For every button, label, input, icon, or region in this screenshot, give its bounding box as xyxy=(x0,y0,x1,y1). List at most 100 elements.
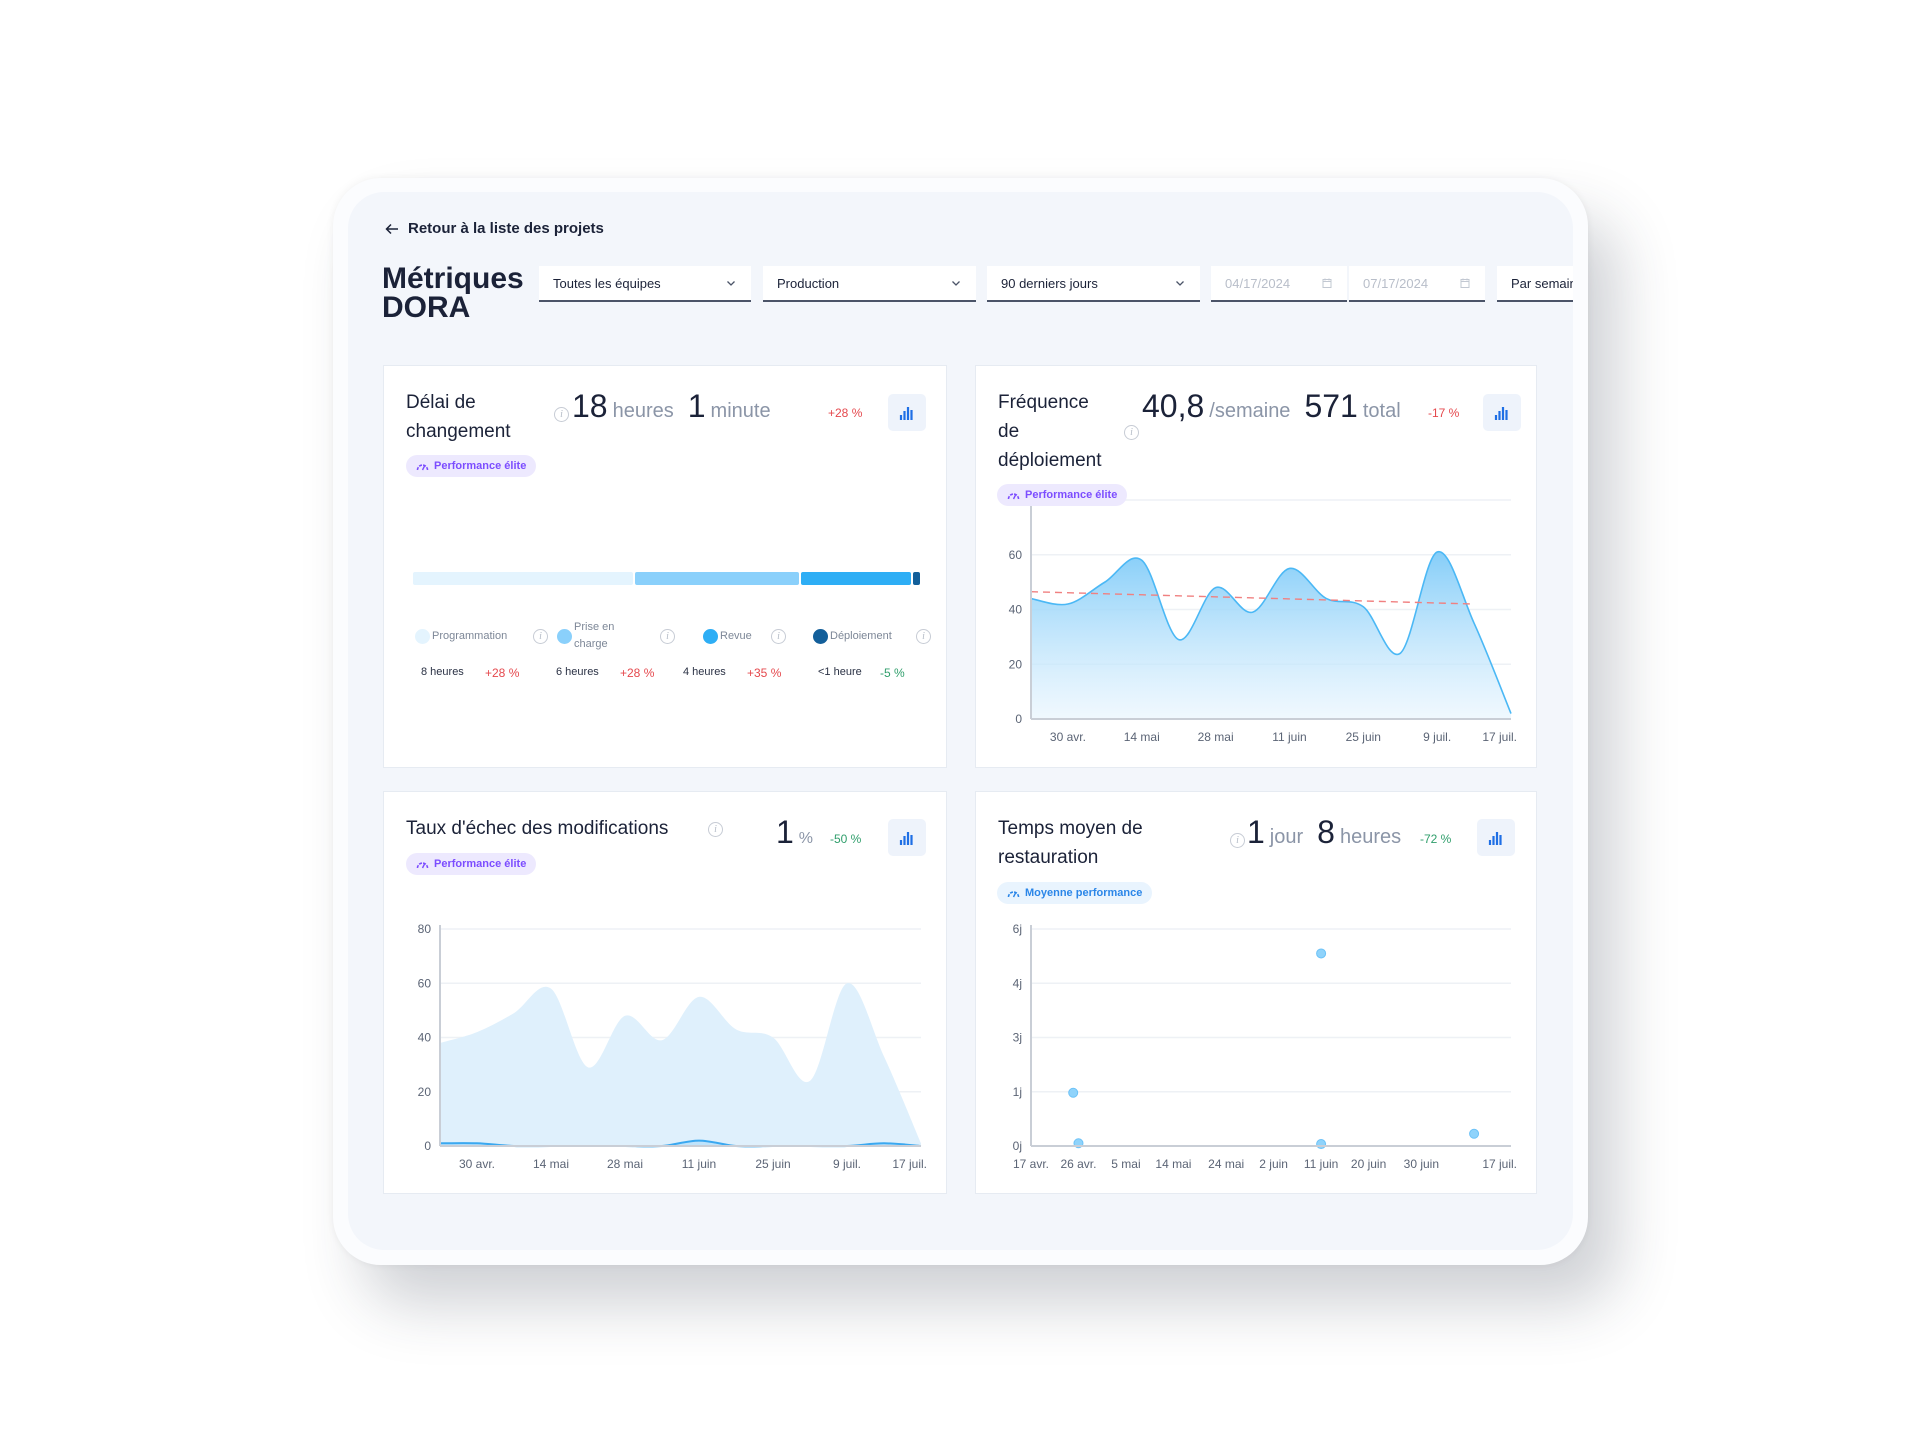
stage-segment-0 xyxy=(413,572,633,585)
x-tick-label: 5 mai xyxy=(1111,1157,1140,1171)
gauge-icon xyxy=(1007,492,1020,499)
card-title: Taux d'échec des modifications xyxy=(406,818,669,839)
data-point xyxy=(1073,1138,1084,1149)
x-tick-label: 28 mai xyxy=(1198,730,1234,744)
stage-change: +35 % xyxy=(747,666,782,680)
value-hours: 8 xyxy=(1317,814,1335,850)
x-tick-label: 24 mai xyxy=(1208,1157,1244,1171)
trend-line xyxy=(1030,591,1475,605)
stage-duration: 6 heures xyxy=(556,666,599,678)
x-tick-label: 9 juil. xyxy=(1423,730,1451,744)
y-tick-label: 3j xyxy=(1013,1031,1022,1045)
unit-hours: heures xyxy=(1339,826,1402,848)
badge-label: Performance élite xyxy=(1025,489,1118,501)
value-days: 1 xyxy=(1247,814,1265,850)
chart-view-button[interactable] xyxy=(888,819,926,856)
info-icon[interactable]: i xyxy=(660,629,675,644)
legend-dot xyxy=(415,629,430,644)
x-tick-label: 2 juin xyxy=(1259,1157,1288,1171)
card-title: Temps moyen de restauration xyxy=(998,818,1143,868)
x-tick-label: 17 juil. xyxy=(892,1157,927,1171)
series-area xyxy=(440,983,921,1146)
bar-chart-icon xyxy=(899,406,913,420)
data-point xyxy=(1469,1128,1480,1139)
bar-chart-icon xyxy=(1494,406,1508,420)
x-tick-label: 11 juin xyxy=(1272,730,1306,744)
x-tick-label: 30 avr. xyxy=(1050,730,1086,744)
legend-dot xyxy=(703,629,718,644)
performance-badge: Moyenne performance xyxy=(997,882,1153,904)
performance-badge: Performance élite xyxy=(997,484,1128,506)
chart-view-button[interactable] xyxy=(888,394,926,431)
unit-total: total xyxy=(1362,400,1401,422)
calendar-icon xyxy=(1322,278,1332,288)
performance-badge: Performance élite xyxy=(406,455,537,477)
granularity-select-value: Par semaine xyxy=(1511,275,1573,291)
environment-select[interactable]: Production xyxy=(763,266,976,302)
data-point xyxy=(1316,1139,1327,1150)
legend-dot xyxy=(557,629,572,644)
x-tick-label: 17 juil. xyxy=(1482,1157,1517,1171)
failure-rate-card: Taux d'échec des modifications i Perform… xyxy=(383,791,947,1194)
card-title: Délai de changement xyxy=(406,392,511,442)
end-date-value: 07/17/2024 xyxy=(1363,275,1429,291)
gauge-icon xyxy=(1007,890,1020,897)
value-percent: 1 xyxy=(776,814,794,850)
x-tick-label: 30 avr. xyxy=(459,1157,495,1171)
team-select[interactable]: Toutes les équipes xyxy=(539,266,751,302)
environment-select-value: Production xyxy=(777,275,840,291)
y-tick-label: 6j xyxy=(1013,922,1022,936)
bar-chart-icon xyxy=(899,831,913,845)
info-icon[interactable]: i xyxy=(554,407,569,422)
x-tick-label: 20 juin xyxy=(1351,1157,1386,1171)
badge-label: Performance élite xyxy=(434,460,527,472)
stage-segment-2 xyxy=(801,572,912,585)
page-title: Métriques DORA xyxy=(382,262,524,324)
stage-duration: 4 heures xyxy=(683,666,726,678)
chart-view-button[interactable] xyxy=(1477,819,1515,856)
change-badge: -50 % xyxy=(830,832,862,846)
start-date-input[interactable]: 04/17/2024 xyxy=(1211,266,1347,302)
y-tick-label: 40 xyxy=(1009,603,1023,617)
arrow-left-icon xyxy=(385,223,398,234)
deploy-frequency-value: 40,8/semaine 571 total xyxy=(1142,388,1415,425)
unit-hours: heures xyxy=(612,400,674,422)
calendar-icon xyxy=(1460,278,1470,288)
info-icon[interactable]: i xyxy=(1230,833,1245,848)
gauge-icon xyxy=(416,463,429,470)
data-point xyxy=(1068,1087,1079,1098)
gauge-icon xyxy=(416,861,429,868)
info-icon[interactable]: i xyxy=(771,629,786,644)
restore-time-value: i 1 jour 8 heures xyxy=(1230,814,1415,851)
stage-change: +28 % xyxy=(485,666,520,680)
unit-minutes: minute xyxy=(710,400,771,422)
y-tick-label: 1j xyxy=(1013,1085,1022,1099)
series-line xyxy=(439,1139,922,1148)
info-icon[interactable]: i xyxy=(708,822,723,837)
y-tick-label: 0j xyxy=(1013,1139,1022,1153)
info-icon[interactable]: i xyxy=(1124,425,1139,440)
x-tick-label: 14 mai xyxy=(1124,730,1160,744)
info-icon[interactable]: i xyxy=(916,629,931,644)
tablet-frame: Retour à la liste des projets Métriques … xyxy=(333,178,1588,1265)
stage-segment-1 xyxy=(634,572,800,585)
y-tick-label: 0 xyxy=(1015,712,1022,726)
info-icon[interactable]: i xyxy=(533,629,548,644)
granularity-select[interactable]: Par semaine xyxy=(1497,266,1573,302)
back-to-projects-link[interactable]: Retour à la liste des projets xyxy=(384,220,604,237)
x-tick-label: 11 juin xyxy=(682,1157,716,1171)
unit-percent: % xyxy=(798,830,814,847)
team-select-value: Toutes les équipes xyxy=(553,275,661,291)
x-tick-label: 14 mai xyxy=(533,1157,569,1171)
start-date-value: 04/17/2024 xyxy=(1225,275,1291,291)
failure-rate-value: 1% xyxy=(776,814,827,851)
chevron-down-icon xyxy=(727,281,735,286)
x-tick-label: 9 juil. xyxy=(833,1157,861,1171)
end-date-input[interactable]: 07/17/2024 xyxy=(1349,266,1485,302)
legend-label: Prise en charge xyxy=(574,621,615,650)
period-select[interactable]: 90 derniers jours xyxy=(987,266,1200,302)
chart-view-button[interactable] xyxy=(1483,394,1521,431)
x-tick-label: 26 avr. xyxy=(1060,1157,1096,1171)
y-tick-label: 0 xyxy=(424,1139,431,1153)
unit-per-week: /semaine xyxy=(1209,400,1291,422)
